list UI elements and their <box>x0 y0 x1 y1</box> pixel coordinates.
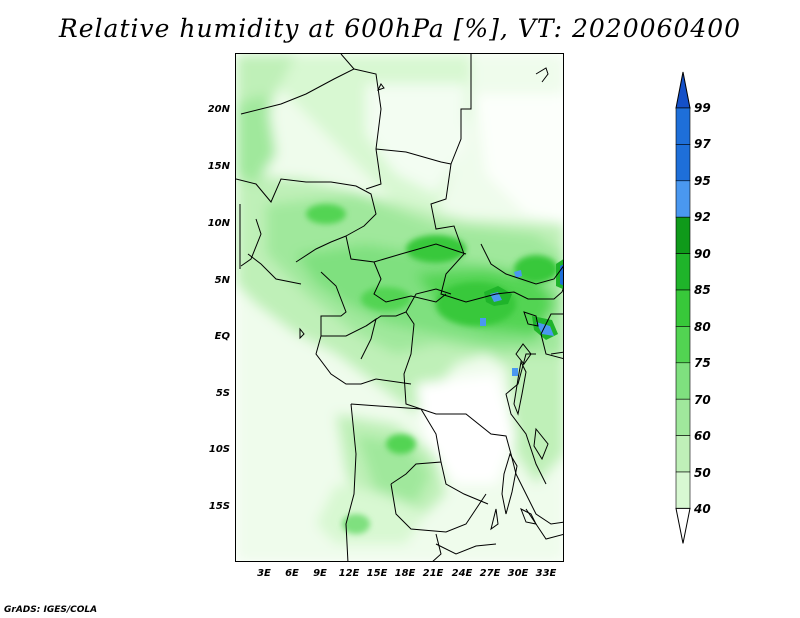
colorbar-segment <box>675 180 691 218</box>
lon-tick-label: 30E <box>507 568 529 579</box>
humidity-shading <box>236 54 563 561</box>
lon-tick-label: 9E <box>313 568 327 579</box>
lat-tick-label: 5S <box>215 388 230 399</box>
lon-tick-label: 18E <box>394 568 416 579</box>
colorbar-level-label: 60 <box>694 429 711 443</box>
colorbar-level-label: 50 <box>694 466 711 480</box>
colorbar-level-label: 97 <box>694 137 711 151</box>
lon-tick-label: 21E <box>422 568 444 579</box>
lakes <box>299 83 549 531</box>
colorbar-segment <box>675 398 691 436</box>
lon-tick-label: 24E <box>451 568 473 579</box>
colorbar-segment <box>675 107 691 145</box>
lon-tick-label: 3E <box>257 568 271 579</box>
colorbar-segment <box>675 362 691 400</box>
colorbar-level-label: 95 <box>694 174 711 188</box>
colorbar <box>675 71 691 544</box>
colorbar-level-label: 99 <box>694 101 711 115</box>
lat-tick-label: 20N <box>207 104 230 115</box>
lon-tick-label: 33E <box>535 568 557 579</box>
colorbar-bottom-arrow <box>675 507 691 544</box>
country-borders <box>236 54 563 561</box>
map-panel <box>235 53 564 562</box>
colorbar-segment <box>675 326 691 364</box>
grads-credit: GrADS: IGES/COLA <box>4 605 98 615</box>
colorbar-level-label: 85 <box>694 283 711 297</box>
colorbar-segment <box>675 289 691 327</box>
colorbar-level-label: 90 <box>694 247 711 261</box>
lon-tick-label: 27E <box>479 568 501 579</box>
colorbar-segment <box>675 435 691 473</box>
lat-tick-label: 5N <box>214 275 230 286</box>
colorbar-level-label: 40 <box>694 502 711 516</box>
colorbar-segment <box>675 144 691 182</box>
lat-tick-label: 15S <box>208 501 230 512</box>
lat-tick-label: 10N <box>207 218 230 229</box>
colorbar-segment <box>675 253 691 291</box>
lat-tick-label: 10S <box>208 444 230 455</box>
colorbar-level-label: 92 <box>694 210 711 224</box>
lon-tick-label: 6E <box>285 568 299 579</box>
colorbar-top-arrow <box>675 71 691 109</box>
lat-tick-label: 15N <box>207 161 230 172</box>
lon-tick-label: 15E <box>366 568 388 579</box>
map-title: Relative humidity at 600hPa [%], VT: 202… <box>58 14 742 43</box>
colorbar-level-label: 80 <box>694 320 711 334</box>
humidity-field-map <box>236 54 563 561</box>
colorbar-level-label: 70 <box>694 393 711 407</box>
colorbar-segment <box>675 471 691 509</box>
colorbar-segment <box>675 216 691 254</box>
lat-tick-label: EQ <box>214 331 230 342</box>
lon-tick-label: 12E <box>338 568 360 579</box>
colorbar-level-label: 75 <box>694 356 711 370</box>
